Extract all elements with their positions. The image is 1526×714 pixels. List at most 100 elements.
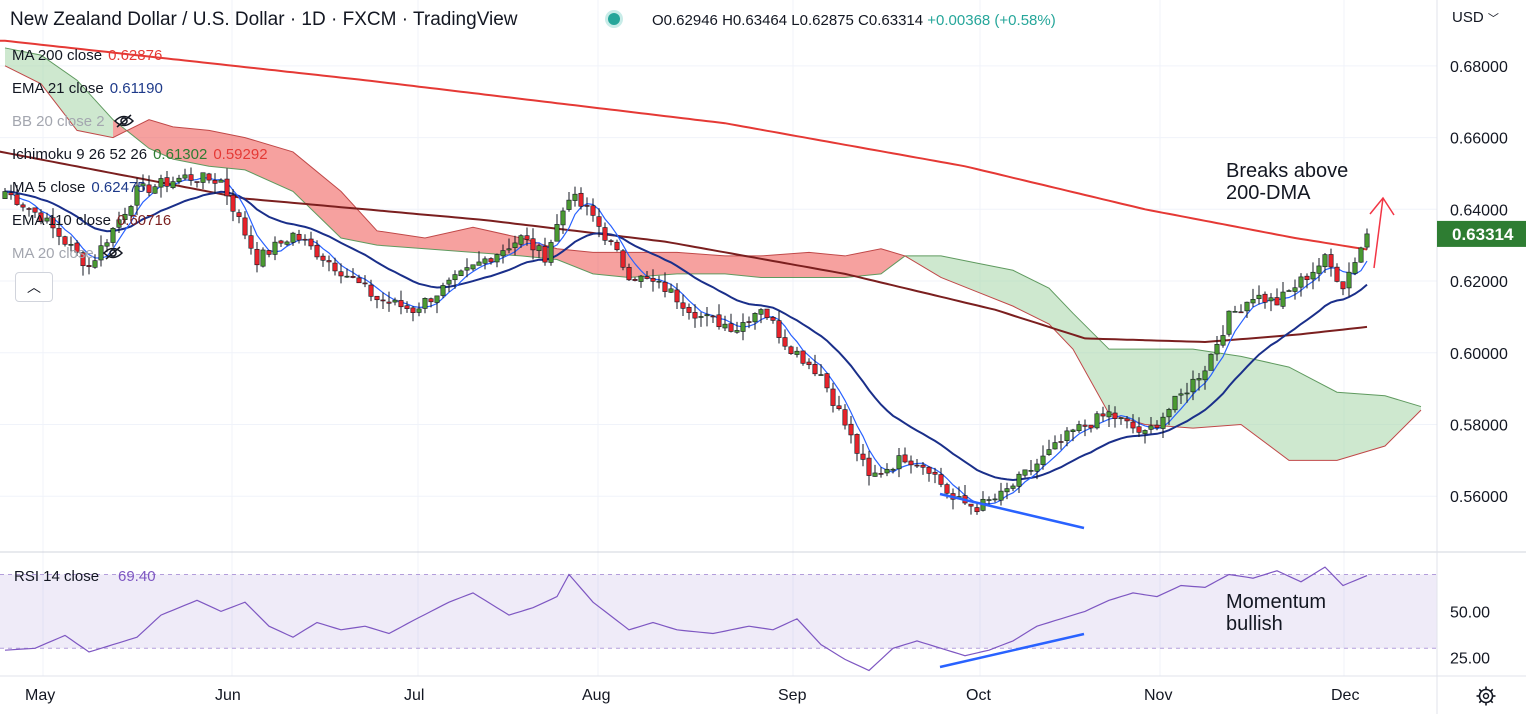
candle — [278, 239, 284, 247]
currency-selector[interactable]: USD ﹀ — [1452, 9, 1499, 26]
gear-icon[interactable] — [1476, 686, 1496, 706]
candle — [1196, 372, 1202, 391]
candle — [566, 191, 572, 212]
kumo-segment — [41, 55, 77, 131]
candle — [1364, 228, 1370, 250]
candle — [554, 214, 560, 242]
candle — [1340, 281, 1346, 296]
legend-value: 0.62475 — [91, 179, 146, 196]
candle — [1106, 404, 1112, 428]
annotation-breaks: Breaks above 200-DMA — [1226, 160, 1349, 204]
kumo-segment — [1049, 288, 1073, 350]
legend-row[interactable]: BB 20 close 2 — [12, 113, 135, 131]
legend-row[interactable]: EMA 110 close 0.60716 — [12, 212, 171, 230]
candle — [734, 321, 740, 334]
candle — [1310, 262, 1316, 290]
candle — [1328, 248, 1334, 277]
candle — [488, 257, 494, 265]
price-tick-label: 0.56000 — [1450, 489, 1508, 506]
candle — [560, 207, 566, 234]
candle — [752, 312, 758, 330]
price-tick-label: 0.66000 — [1450, 131, 1508, 148]
rsi-tick-label: 50.00 — [1450, 604, 1490, 621]
eye-off-icon[interactable] — [102, 246, 124, 260]
kumo-segment — [341, 191, 377, 246]
kumo-segment — [1241, 356, 1289, 461]
kumo-segment — [845, 248, 881, 278]
candle — [704, 306, 710, 327]
symbol-title[interactable]: New Zealand Dollar / U.S. Dollar · 1D · … — [10, 9, 518, 30]
candle — [122, 207, 128, 224]
candle — [164, 170, 170, 193]
candle — [1130, 414, 1136, 434]
candle — [398, 290, 404, 315]
candle — [494, 253, 500, 268]
candle — [254, 241, 260, 273]
candle — [290, 231, 296, 246]
candle — [62, 235, 68, 247]
candle — [1208, 353, 1214, 371]
candle — [782, 329, 788, 350]
candle — [1220, 325, 1226, 348]
low-value: L0.62875 — [791, 12, 854, 29]
legend-label: MA 5 close — [12, 179, 86, 196]
candle — [932, 467, 938, 484]
kumo-segment — [1337, 392, 1385, 461]
candle — [1070, 428, 1076, 442]
candle — [776, 310, 782, 344]
divergence-line-price — [939, 492, 1085, 530]
legend-row[interactable]: EMA 21 close 0.61190 — [12, 80, 163, 98]
candle — [1040, 445, 1046, 470]
candle — [1166, 407, 1172, 425]
candle — [848, 416, 854, 444]
candle — [188, 167, 194, 186]
market-status-icon — [608, 13, 620, 25]
candle — [1268, 293, 1274, 312]
candle — [146, 175, 152, 197]
candle — [1142, 429, 1148, 444]
candle — [1172, 395, 1178, 413]
candle — [1178, 388, 1184, 404]
candle — [1082, 419, 1088, 437]
candle — [446, 277, 452, 292]
change-value: +0.00368 (+0.58%) — [927, 12, 1056, 29]
candle — [974, 502, 980, 515]
candle — [812, 354, 818, 377]
candle — [584, 197, 590, 216]
candle — [1214, 336, 1220, 361]
price-tick-label: 0.64000 — [1450, 202, 1508, 219]
currency-label: USD — [1452, 9, 1484, 26]
rsi-label: RSI 14 close — [14, 568, 99, 585]
candle — [1004, 482, 1010, 500]
kumo-segment — [245, 137, 293, 192]
candle — [1262, 291, 1268, 309]
candle — [326, 255, 332, 272]
collapse-legend-button[interactable]: ︿ — [15, 272, 53, 302]
legend-label: EMA 21 close — [12, 80, 104, 97]
candle — [380, 292, 386, 310]
candle — [1358, 246, 1364, 263]
legend-row[interactable]: MA 5 close 0.62475 — [12, 179, 146, 197]
candle — [878, 467, 884, 478]
legend-row[interactable]: Ichimoku 9 26 52 26 0.61302 0.59292 — [12, 146, 268, 164]
candle — [578, 187, 584, 210]
kumo-segment — [377, 230, 425, 249]
candle — [872, 464, 878, 477]
candle — [20, 202, 26, 212]
candle — [968, 503, 974, 515]
candle — [224, 168, 230, 206]
eye-off-icon[interactable] — [113, 114, 135, 128]
senkou-span-b — [4, 65, 1422, 461]
candle — [314, 240, 320, 260]
candle — [740, 313, 746, 341]
ichimoku-cloud — [4, 47, 1422, 461]
legend-label: Ichimoku 9 26 52 26 — [12, 146, 148, 163]
legend-row[interactable]: MA 20 close — [12, 245, 124, 263]
time-tick-label: Jul — [404, 687, 424, 704]
legend-value-2: 0.59292 — [213, 146, 268, 163]
kumo-segment — [1193, 349, 1241, 429]
chevron-down-icon: ﹀ — [1487, 13, 1499, 25]
legend-row[interactable]: MA 200 close 0.62876 — [12, 47, 162, 65]
